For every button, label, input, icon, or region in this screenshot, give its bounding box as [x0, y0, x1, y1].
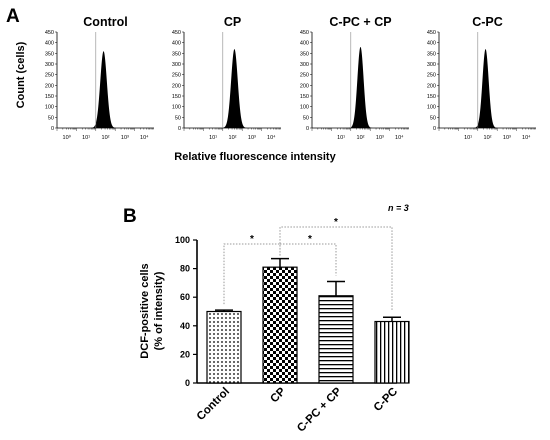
panel-b-label: B: [123, 206, 137, 227]
y-tick-label: 200: [427, 83, 436, 89]
y-tick-label: 350: [172, 51, 181, 57]
y-tick-label: 100: [427, 105, 436, 111]
x-tick-label: 10³: [376, 135, 384, 141]
y-tick-label: 100: [172, 105, 181, 111]
x-tick-label: 10¹: [82, 135, 90, 141]
x-tick-label: 10³: [503, 135, 511, 141]
bar: [374, 320, 410, 384]
histogram-title: C-PC: [472, 15, 503, 29]
bar: [206, 310, 242, 384]
y-tick-label: 50: [175, 115, 181, 121]
y-tick-label: 200: [45, 83, 54, 89]
y-tick-label: 50: [48, 115, 54, 121]
n-label: n = 3: [388, 203, 409, 213]
x-tick-label: 10³: [248, 135, 256, 141]
y-tick-label: 350: [427, 51, 436, 57]
histogram-title: C-PC + CP: [329, 15, 391, 29]
histogram-curve: [473, 49, 498, 128]
y-tick-label: 350: [300, 51, 309, 57]
y-tick-label: 400: [45, 41, 54, 47]
category-label: C-PC + CP: [295, 385, 344, 434]
y-tick-label: 450: [300, 30, 309, 36]
x-tick-label: 10²: [102, 135, 110, 141]
histogram-panel-3: C-PC 0 50 100 150 200 250 300 350 400 450 10¹ 10² 10³…: [427, 15, 536, 141]
panel-b-bar-chart: 0 20 40 60 80 100 DCF-positive cells (% of inte…: [139, 203, 410, 435]
bar-y-axis-label-line-2: (% of intensity): [153, 271, 165, 350]
x-tick-label: 10⁴: [140, 134, 149, 141]
y-tick-label: 400: [300, 41, 309, 47]
x-tick-label: 10¹: [464, 135, 472, 141]
bar-y-tick-label: 40: [180, 321, 190, 331]
x-tick-label: 10⁴: [267, 134, 276, 141]
bar-y-axis-label: DCF-positive cells: [139, 263, 151, 358]
y-tick-label: 200: [300, 83, 309, 89]
histogram-curve: [348, 46, 373, 128]
panel-a-x-axis-label: Relative fluorescence intensity: [174, 151, 336, 163]
significance-bracket: [280, 243, 337, 276]
y-tick-label: 150: [172, 94, 181, 100]
y-tick-label: 50: [430, 115, 436, 121]
y-tick-label: 200: [172, 83, 181, 89]
y-tick-label: 450: [45, 30, 54, 36]
bar-y-tick-label: 0: [185, 378, 190, 388]
y-tick-label: 300: [427, 62, 436, 68]
y-tick-label: 50: [303, 115, 309, 121]
y-tick-label: 350: [45, 51, 54, 57]
y-tick-label: 150: [300, 94, 309, 100]
histogram-title: Control: [83, 15, 127, 29]
bar: [262, 266, 298, 384]
histogram-panel-2: C-PC + CP 0 50 100 150 200 250 300 350 400 450 10¹ 1…: [300, 15, 409, 141]
category-label: C-PC: [372, 386, 400, 414]
x-tick-label: 10⁴: [522, 134, 531, 141]
x-tick-label: 10¹: [209, 135, 217, 141]
x-tick-label: 10²: [229, 135, 237, 141]
y-tick-label: 400: [172, 41, 181, 47]
histogram-curve: [221, 49, 248, 128]
panel-a-histograms: Control 0 50 100 150 200 250 300 350 400 450 10⁰ 10¹…: [45, 15, 536, 141]
x-tick-label: 10²: [484, 135, 492, 141]
bar-y-tick-label: 100: [175, 235, 190, 245]
y-tick-label: 150: [45, 94, 54, 100]
significance-bracket: [223, 243, 281, 305]
y-tick-label: 0: [178, 126, 181, 132]
histogram-panel-0: Control 0 50 100 150 200 250 300 350 400 450 10⁰ 10¹…: [45, 15, 154, 141]
histogram-title: CP: [224, 15, 241, 29]
x-tick-label: 10⁰: [63, 134, 72, 141]
y-tick-label: 100: [300, 105, 309, 111]
category-label: Control: [195, 386, 232, 423]
y-tick-label: 250: [172, 73, 181, 79]
bar-y-tick-label: 20: [180, 349, 190, 359]
significance-star: *: [334, 217, 338, 228]
y-tick-label: 100: [45, 105, 54, 111]
y-tick-label: 450: [427, 30, 436, 36]
significance-star: *: [308, 234, 312, 245]
significance-star: *: [250, 234, 254, 245]
y-tick-label: 250: [45, 73, 54, 79]
histogram-panel-1: CP 0 50 100 150 200 250 300 350 400 450 10¹ 10² 10³ 10…: [172, 15, 281, 141]
x-tick-label: 10²: [357, 135, 365, 141]
bar-y-tick-label: 60: [180, 292, 190, 302]
y-tick-label: 0: [433, 126, 436, 132]
y-tick-label: 450: [172, 30, 181, 36]
y-tick-label: 150: [427, 94, 436, 100]
y-tick-label: 250: [300, 73, 309, 79]
y-tick-label: 300: [172, 62, 181, 68]
x-tick-label: 10⁴: [395, 134, 404, 141]
significance-bracket: [279, 226, 393, 312]
histogram-curve: [90, 51, 117, 129]
x-tick-label: 10³: [121, 135, 129, 141]
y-tick-label: 300: [45, 62, 54, 68]
y-tick-label: 0: [306, 126, 309, 132]
y-tick-label: 250: [427, 73, 436, 79]
y-tick-label: 300: [300, 62, 309, 68]
bar: [318, 295, 354, 384]
category-label: CP: [268, 385, 288, 405]
bar-y-tick-label: 80: [180, 264, 190, 274]
panel-a-y-axis-label: Count (cells): [15, 41, 27, 108]
y-tick-label: 0: [51, 126, 54, 132]
panel-a-label: A: [6, 6, 20, 27]
y-tick-label: 400: [427, 41, 436, 47]
x-tick-label: 10¹: [337, 135, 345, 141]
